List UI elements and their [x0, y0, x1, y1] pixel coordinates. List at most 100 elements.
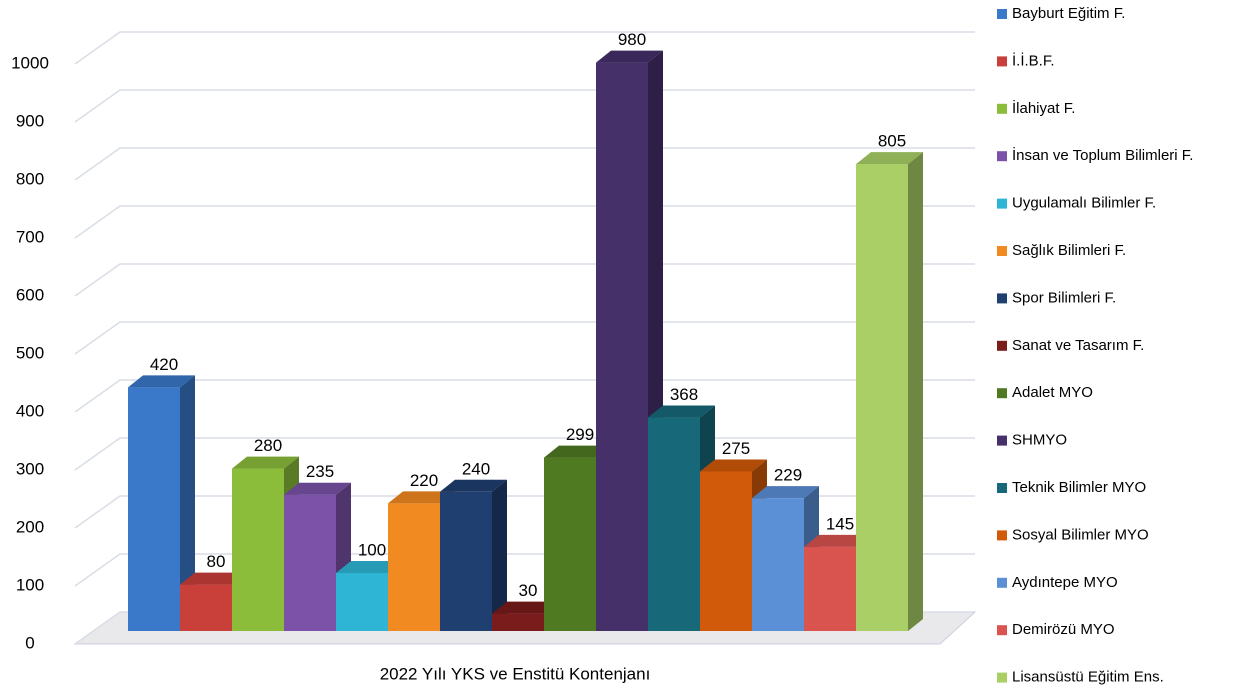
- y-tick-label: 300: [16, 459, 44, 478]
- bar-top: [180, 572, 247, 585]
- bar-top: [284, 482, 351, 495]
- bar-top: [492, 601, 559, 614]
- y-tick-label: 900: [16, 111, 44, 130]
- grid-line: [74, 31, 975, 65]
- bar: [492, 613, 544, 631]
- y-tick-label: 400: [16, 401, 44, 420]
- y-tick-label: 800: [16, 169, 44, 188]
- bar: [336, 573, 388, 631]
- x-category-label: 2022 Yılı YKS ve Enstitü Kontenjanı: [380, 664, 651, 683]
- value-label: 280: [254, 436, 282, 455]
- value-label: 30: [519, 581, 538, 600]
- grid-line: [74, 89, 975, 123]
- bar-top: [856, 152, 923, 165]
- value-label: 805: [878, 132, 906, 151]
- legend-swatch: [997, 435, 1007, 446]
- legend-swatch: [997, 103, 1007, 114]
- bar-side: [908, 152, 923, 631]
- grid-line: [74, 321, 975, 355]
- bar-top-shade: [128, 375, 195, 388]
- bar-top: [700, 459, 767, 472]
- legend-label: Spor Bilimleri F.: [1012, 289, 1116, 306]
- legend-label: Sanat ve Tasarım F.: [1012, 337, 1144, 354]
- bar-top: [596, 50, 663, 63]
- bar-top-shade: [752, 486, 819, 499]
- bar-top-shade: [804, 534, 871, 547]
- legend-label: Bayburt Eğitim F.: [1012, 5, 1125, 22]
- legend-label: İnsan ve Toplum Bilimleri F.: [1012, 146, 1193, 164]
- value-label: 80: [207, 552, 226, 571]
- legend-label: Sağlık Bilimleri F.: [1012, 242, 1126, 259]
- legend-swatch: [997, 56, 1007, 67]
- legend-label: Sosyal Bilimler MYO: [1012, 526, 1149, 543]
- bar-top: [544, 445, 611, 458]
- bar-top-shade: [648, 405, 715, 418]
- legend-swatch: [997, 483, 1007, 493]
- legend-swatch: [997, 340, 1007, 351]
- bar-top-shade: [180, 572, 247, 585]
- y-tick-label: 700: [16, 227, 44, 246]
- bar-side-shade: [492, 479, 507, 631]
- bar: [544, 457, 596, 631]
- value-label: 275: [722, 439, 750, 458]
- bar-top-shade: [856, 152, 923, 165]
- value-label: 100: [358, 540, 386, 559]
- legend-swatch: [997, 672, 1007, 683]
- bar: [128, 387, 180, 631]
- bar: [596, 62, 648, 632]
- bar: [804, 546, 856, 631]
- legend-swatch: [997, 9, 1007, 19]
- bar-top: [648, 405, 715, 418]
- bar: [700, 471, 752, 631]
- legend-swatch: [997, 151, 1007, 162]
- bar-top-shade: [700, 459, 767, 472]
- value-label: 220: [410, 471, 438, 490]
- legend-label: Adalet MYO: [1012, 384, 1093, 401]
- legend-swatch: [997, 246, 1007, 256]
- legend-label: Aydıntepe MYO: [1012, 574, 1118, 591]
- bar-top-shade: [388, 491, 455, 504]
- grid-line: [74, 205, 975, 239]
- value-label: 229: [774, 466, 802, 485]
- value-label: 420: [150, 355, 178, 374]
- grid-line: [74, 379, 975, 413]
- legend-swatch: [997, 293, 1007, 304]
- bar: [752, 498, 804, 631]
- legend-label: Demirözü MYO: [1012, 621, 1115, 638]
- bar-top: [336, 561, 403, 573]
- legend-label: SHMYO: [1012, 432, 1067, 449]
- grid-line: [74, 263, 975, 297]
- y-tick-label: 500: [16, 343, 44, 362]
- bar-top-shade: [284, 482, 351, 495]
- bar: [440, 491, 492, 631]
- grid-line: [74, 437, 975, 471]
- value-label: 980: [618, 30, 646, 49]
- bar-top: [752, 486, 819, 499]
- y-tick-label: 100: [16, 575, 44, 594]
- bar: [232, 468, 284, 631]
- value-label: 240: [462, 459, 490, 478]
- legend-swatch: [997, 577, 1007, 588]
- y-tick-label: 1000: [11, 53, 49, 72]
- bar-top-shade: [596, 50, 663, 63]
- bar: [856, 164, 908, 631]
- value-label: 145: [826, 514, 854, 533]
- y-tick-label: 0: [25, 633, 34, 652]
- legend-swatch: [997, 388, 1007, 399]
- value-label: 368: [670, 385, 698, 404]
- bar-side: [492, 479, 507, 631]
- legend-swatch: [997, 625, 1007, 636]
- bar: [180, 584, 232, 631]
- bar: [648, 417, 700, 631]
- y-tick-label: 600: [16, 285, 44, 304]
- legend-swatch: [997, 530, 1007, 541]
- value-label: 235: [306, 462, 334, 481]
- bar-top-shade: [232, 456, 299, 469]
- bar-side-shade: [180, 375, 195, 631]
- bar-top: [440, 479, 507, 492]
- bar: [388, 503, 440, 631]
- bar-top-shade: [492, 601, 559, 614]
- bar-side: [180, 375, 195, 631]
- bar-top-shade: [544, 445, 611, 458]
